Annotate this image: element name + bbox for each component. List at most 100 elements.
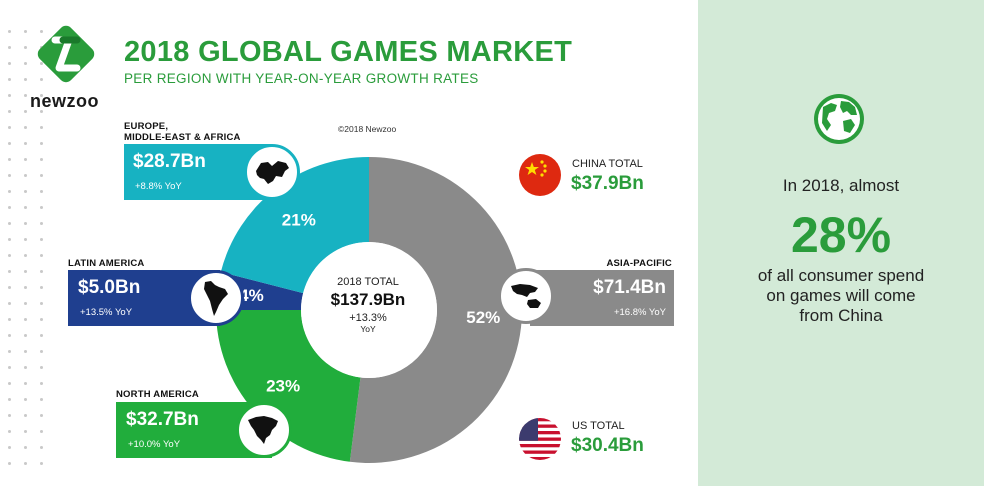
decorative-dot [24, 222, 27, 225]
decorative-dot [8, 110, 11, 113]
decorative-dot [8, 190, 11, 193]
slice-emea [220, 157, 369, 294]
decorative-dot [40, 318, 43, 321]
decorative-dot [8, 366, 11, 369]
page-title: 2018 GLOBAL GAMES MARKET [124, 36, 573, 68]
decorative-dot [40, 462, 43, 465]
decorative-dot [8, 62, 11, 65]
decorative-dot [24, 94, 27, 97]
asia-pacific-map-icon [498, 268, 554, 324]
china-total-caption: CHINA TOTAL [572, 158, 643, 170]
decorative-dot [40, 334, 43, 337]
decorative-dot [40, 286, 43, 289]
total-growth-unit: YoY [360, 324, 376, 334]
decorative-dot [8, 30, 11, 33]
decorative-dot [40, 238, 43, 241]
region-yoy-apac: +16.8% YoY [613, 307, 666, 318]
china-flag-icon [519, 154, 561, 196]
decorative-dot [40, 350, 43, 353]
north-america-map-icon [236, 402, 292, 458]
decorative-dot [40, 174, 43, 177]
region-name-latam: LATIN AMERICA [68, 258, 145, 269]
decorative-dot [40, 382, 43, 385]
slice-north-america [216, 310, 361, 462]
decorative-dot [24, 270, 27, 273]
decorative-dot [24, 78, 27, 81]
decorative-dot [8, 318, 11, 321]
decorative-dot [8, 222, 11, 225]
decorative-dot [24, 286, 27, 289]
decorative-dot [24, 238, 27, 241]
us-total-value: $30.4Bn [571, 435, 644, 456]
decorative-dot [40, 430, 43, 433]
decorative-dot [8, 206, 11, 209]
total-label: 2018 TOTAL [337, 276, 399, 288]
region-yoy-emea: +8.8% YoY [135, 181, 182, 192]
panel-body-line3: from China [799, 306, 883, 325]
donut-hole [301, 242, 437, 378]
slice-asia-pacific [349, 157, 522, 463]
slice-asia-pacific-percent-label: 52% [466, 308, 500, 327]
decorative-dot [24, 302, 27, 305]
decorative-dot [24, 158, 27, 161]
decorative-dot [24, 350, 27, 353]
region-name-apac: ASIA-PACIFIC [606, 258, 672, 269]
center-total: 2018 TOTAL $137.9Bn +13.3% YoY [298, 276, 438, 334]
copyright-note: ©2018 Newzoo [338, 124, 397, 134]
region-value-emea: $28.7Bn [133, 151, 206, 172]
decorative-dot [24, 366, 27, 369]
china-highlight-panel: In 2018, almost 28% of all consumer spen… [698, 0, 984, 486]
page-subtitle: PER REGION WITH YEAR-ON-YEAR GROWTH RATE… [124, 71, 479, 86]
decorative-dot [40, 254, 43, 257]
decorative-dot [8, 270, 11, 273]
decorative-dot [24, 382, 27, 385]
region-name-emea-line2: MIDDLE-EAST & AFRICA [124, 132, 241, 143]
decorative-dot [40, 414, 43, 417]
decorative-dot-grid [8, 30, 58, 480]
decorative-dot [40, 158, 43, 161]
decorative-dot [24, 206, 27, 209]
decorative-dot [40, 142, 43, 145]
panel-body-text: of all consumer spend on games will come… [698, 266, 984, 326]
decorative-dot [8, 430, 11, 433]
region-box-apac: $71.4Bn +16.8% YoY [530, 270, 674, 326]
decorative-dot [40, 190, 43, 193]
region-yoy-latam: +13.5% YoY [80, 307, 133, 318]
decorative-dot [24, 254, 27, 257]
decorative-dot [24, 462, 27, 465]
decorative-dot [24, 46, 27, 49]
panel-body-line1: of all consumer spend [757, 266, 925, 285]
decorative-dot [24, 126, 27, 129]
decorative-dot [8, 398, 11, 401]
decorative-dot [40, 222, 43, 225]
us-flag-icon [519, 418, 561, 460]
decorative-dot [24, 174, 27, 177]
decorative-dot [40, 30, 43, 33]
decorative-dot [40, 206, 43, 209]
region-name-na: NORTH AMERICA [116, 389, 199, 400]
decorative-dot [8, 142, 11, 145]
decorative-dot [8, 302, 11, 305]
decorative-dot [8, 126, 11, 129]
region-value-latam: $5.0Bn [78, 277, 141, 298]
latam-map-icon [188, 270, 244, 326]
decorative-dot [24, 334, 27, 337]
decorative-dot [40, 94, 43, 97]
decorative-dot [8, 46, 11, 49]
decorative-dot [8, 382, 11, 385]
globe-icon [814, 94, 864, 144]
panel-body-line2: on games will come [766, 286, 916, 305]
decorative-dot [40, 366, 43, 369]
decorative-dot [24, 430, 27, 433]
region-value-na: $32.7Bn [126, 409, 199, 430]
slice-latin-america-percent-label: 4% [239, 286, 264, 305]
decorative-dot [40, 398, 43, 401]
decorative-dot [40, 126, 43, 129]
decorative-dot [24, 446, 27, 449]
decorative-dot [8, 254, 11, 257]
china-total-value: $37.9Bn [571, 173, 644, 194]
decorative-dot [24, 398, 27, 401]
decorative-dot [40, 110, 43, 113]
decorative-dot [24, 110, 27, 113]
